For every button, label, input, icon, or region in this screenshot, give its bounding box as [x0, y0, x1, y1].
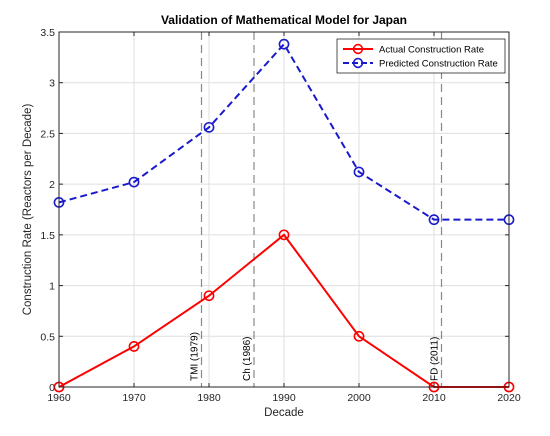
series-line [58, 42, 509, 221]
y-tick-label: 1.5 [40, 230, 55, 242]
legend-swatch-marker [352, 57, 364, 69]
event-annotations: TMI (1979) Ch (1986) FD (2011) [190, 32, 443, 387]
event-label: Ch (1986) [242, 337, 253, 381]
event-label: FD (2011) [430, 337, 441, 381]
y-tick-label: 0.5 [40, 331, 55, 343]
data-point [353, 330, 365, 342]
y-tick-label: 3 [49, 78, 55, 90]
x-tick-label: 1960 [47, 392, 71, 404]
legend-box [336, 38, 506, 74]
data-point [203, 121, 215, 133]
data-point [278, 38, 290, 50]
legend-label: Predicted Construction Rate [379, 59, 498, 70]
legend-swatch-marker [352, 43, 364, 55]
axis-ticks: 1960 1970 1980 1990 2000 2010 2020 0 0.5 1 1.5 2 2.5… [40, 27, 520, 404]
data-point [203, 290, 215, 302]
y-tick-label: 2.5 [40, 128, 55, 140]
x-tick-label: 2010 [422, 392, 446, 404]
data-point [128, 341, 140, 352]
legend-label: Actual Construction Rate [379, 45, 484, 56]
y-axis-title: Construction Rate (Reactors per Decade) [22, 104, 34, 316]
data-point [128, 176, 140, 188]
y-tick-label: 2 [49, 179, 55, 191]
y-tick-label: 3.5 [40, 27, 55, 39]
data-point [428, 214, 440, 226]
event-label: TMI (1979) [190, 332, 201, 381]
x-tick-label: 1990 [272, 392, 296, 404]
x-tick-label: 1970 [122, 392, 146, 404]
legend: Actual Construction Rate Predicted Constr… [336, 38, 506, 74]
x-axis-title: Decade [264, 407, 304, 419]
x-tick-label: 2020 [497, 392, 521, 404]
chart-title: Validation of Mathematical Model for Jap… [161, 13, 407, 27]
y-tick-label: 0 [49, 382, 55, 394]
data-point [278, 229, 290, 241]
x-tick-label: 2000 [347, 392, 371, 404]
y-tick-label: 1 [49, 281, 55, 293]
data-point [353, 166, 365, 178]
x-tick-label: 1980 [197, 392, 221, 404]
